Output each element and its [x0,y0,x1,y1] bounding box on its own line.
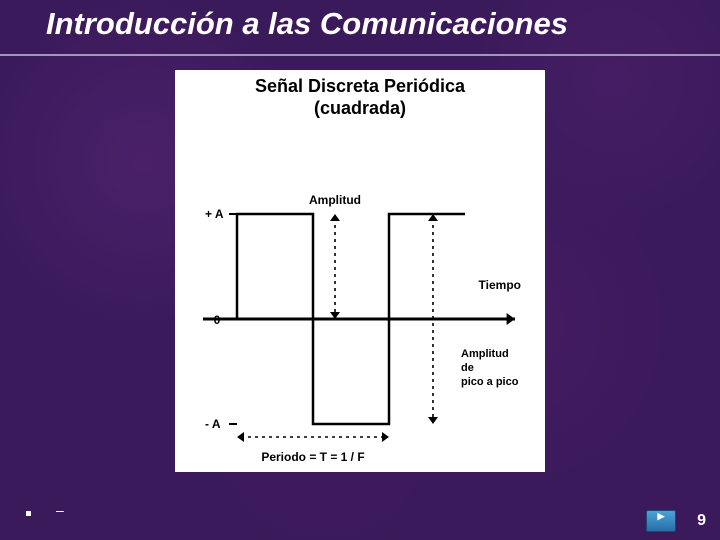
diagram-title: Señal Discreta Periódica (cuadrada) [175,70,545,119]
svg-text:Periodo = T = 1 / F: Periodo = T = 1 / F [261,450,364,464]
slide-title: Introducción a las Comunicaciones [46,6,568,42]
svg-text:+ A: + A [205,207,224,221]
page-number: 9 [697,512,706,530]
bullet-icon [26,511,31,516]
svg-text:de: de [461,362,474,374]
svg-text:Amplitud: Amplitud [309,193,361,207]
dash-icon: – [56,502,64,518]
svg-text:Amplitud: Amplitud [461,348,509,360]
title-rule [0,54,720,56]
diagram-container: Señal Discreta Periódica (cuadrada) Ampl… [175,70,545,472]
svg-text:0: 0 [214,313,221,327]
svg-text:- A: - A [205,417,221,431]
diagram-title-line2: (cuadrada) [314,98,406,118]
diagram-title-line1: Señal Discreta Periódica [255,76,465,96]
svg-text:pico a pico: pico a pico [461,376,519,388]
logo-icon: ▶ [646,510,676,532]
svg-text:Tiempo: Tiempo [479,278,521,292]
square-wave-diagram: Amplitud Tiempo + A 0 - A Amplitud de pico a pi… [175,119,545,469]
